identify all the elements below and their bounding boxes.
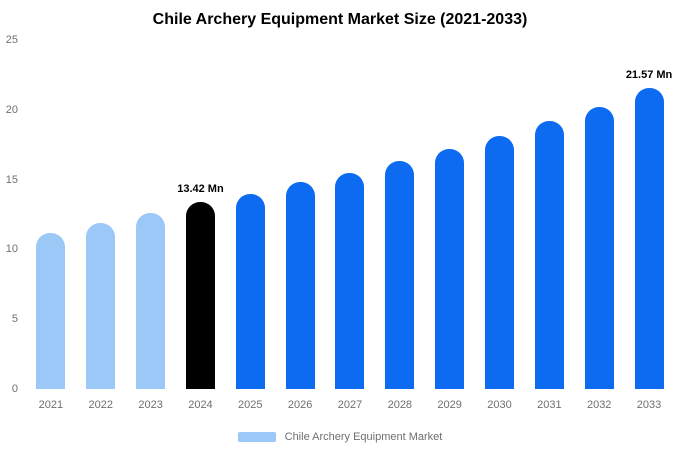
x-axis-tick-label-2022: 2022 xyxy=(88,399,113,411)
bar-2029[interactable] xyxy=(435,148,465,389)
bar-slot-2022: 2022 xyxy=(76,40,126,411)
bar-slot-2021: 2021 xyxy=(26,40,76,411)
x-axis-tick-label-2030: 2030 xyxy=(487,399,512,411)
bar-2022[interactable] xyxy=(86,222,116,389)
bar-slot-2025: 2025 xyxy=(225,40,275,411)
bar-slot-2024: 13.42 Mn 2024 xyxy=(176,40,226,411)
legend-swatch xyxy=(237,432,276,442)
bar-value-label-2033: 21.57 Mn xyxy=(625,68,673,81)
plot-area: 2021 2022 2023 13.42 Mn 2024 2025 2026 2027 2028… xyxy=(26,40,674,411)
bar-slot-2032: 2032 xyxy=(574,40,624,411)
bar-slot-2023: 2023 xyxy=(126,40,176,411)
x-axis-tick-label-2032: 2032 xyxy=(586,399,612,411)
bar-slot-2028: 2028 xyxy=(375,40,425,411)
bar-slot-2033: 21.57 Mn 2033 xyxy=(624,40,674,411)
bar-2025[interactable] xyxy=(235,193,265,389)
bar-2030[interactable] xyxy=(485,136,515,389)
legend-label: Chile Archery Equipment Market xyxy=(284,431,443,443)
x-axis-tick-label-2029: 2029 xyxy=(437,399,462,411)
x-axis-tick-label-2026: 2026 xyxy=(287,399,313,411)
x-axis-tick-label-2025: 2025 xyxy=(238,399,263,411)
bar-2027[interactable] xyxy=(335,172,365,389)
y-axis-tick-label-0: 0 xyxy=(11,383,18,395)
y-axis: 0 5 10 15 20 25 xyxy=(0,34,20,395)
bar-2021[interactable] xyxy=(36,232,66,389)
bar-2026[interactable] xyxy=(285,182,315,389)
bar-slot-2027: 2027 xyxy=(325,40,375,411)
bar-2028[interactable] xyxy=(385,161,415,389)
bar-slot-2031: 2031 xyxy=(524,40,574,411)
bar-slot-2026: 2026 xyxy=(275,40,325,411)
bar-2024[interactable] xyxy=(185,201,215,389)
x-axis-tick-label-2027: 2027 xyxy=(337,399,363,411)
y-axis-tick-label-20: 20 xyxy=(5,103,18,116)
legend[interactable]: Chile Archery Equipment Market xyxy=(0,431,680,443)
chart-title: Chile Archery Equipment Market Size (202… xyxy=(152,11,528,28)
bar-slot-2029: 2029 xyxy=(425,40,475,411)
y-axis-tick-label-25: 25 xyxy=(5,34,18,46)
y-axis-tick-label-10: 10 xyxy=(5,243,18,256)
x-axis-tick-label-2031: 2031 xyxy=(537,399,562,411)
bar-slot-2030: 2030 xyxy=(475,40,525,411)
bar-value-label-2024: 13.42 Mn xyxy=(177,182,224,195)
y-axis-tick-label-15: 15 xyxy=(5,173,18,186)
bar-2023[interactable] xyxy=(136,213,166,389)
y-axis-tick-label-5: 5 xyxy=(11,313,18,326)
x-axis-tick-label-2021: 2021 xyxy=(38,399,64,411)
bar-2032[interactable] xyxy=(584,107,614,389)
x-axis-tick-label-2024: 2024 xyxy=(188,399,213,411)
bar-2031[interactable] xyxy=(534,120,564,389)
x-axis-tick-label-2023: 2023 xyxy=(138,399,163,411)
x-axis-tick-label-2028: 2028 xyxy=(387,399,413,411)
x-axis-tick-label-2033: 2033 xyxy=(636,399,662,411)
bar-2033[interactable] xyxy=(634,87,664,389)
